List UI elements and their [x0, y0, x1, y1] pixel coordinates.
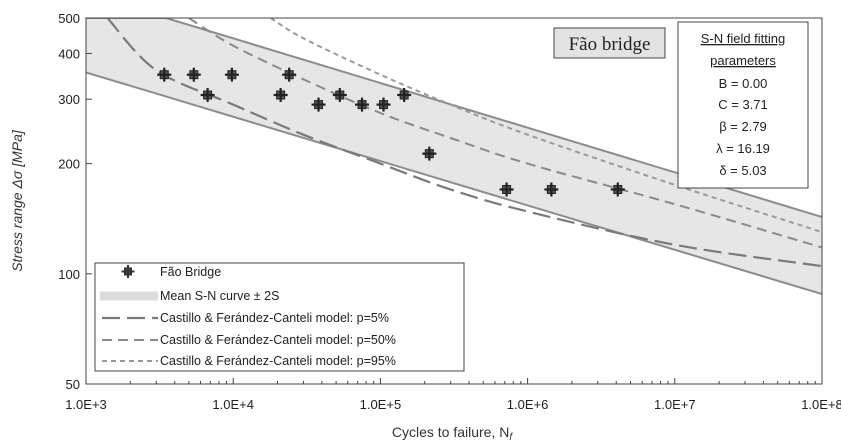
x-tick-label: 1.0E+8: [801, 397, 841, 412]
x-tick-label: 1.0E+4: [212, 397, 254, 412]
y-tick-label: 300: [58, 92, 80, 107]
legend-label-points: Fão Bridge: [160, 265, 221, 279]
param-b: B = 0.00: [719, 76, 768, 91]
param-beta: β = 2.79: [719, 119, 767, 134]
legend-item-p95: Castillo & Ferández-Canteli model: p=95%: [102, 354, 396, 368]
y-tick-label: 500: [58, 11, 80, 26]
x-tick-label: 1.0E+5: [360, 397, 402, 412]
data-point: [200, 88, 215, 103]
param-c: C = 3.71: [718, 97, 768, 112]
legend-point-marker: [121, 265, 135, 278]
data-point: [610, 182, 625, 197]
data-point: [224, 67, 239, 82]
y-tick-label: 50: [66, 377, 80, 392]
data-point: [332, 88, 347, 103]
line-p5: [106, 18, 822, 268]
plot-area: [86, 18, 822, 296]
line-p50: [188, 18, 822, 249]
data-point: [157, 67, 172, 82]
data-point: [273, 88, 288, 103]
data-point: [376, 97, 391, 112]
axis-ticks: 1.0E+3 1.0E+4 1.0E+5 1.0E+6 1.0E+7 1.0E+8 50 10…: [58, 11, 841, 412]
x-tick-label: 1.0E+6: [507, 397, 549, 412]
x-tick-label: 1.0E+7: [654, 397, 696, 412]
legend-item-band: Mean S-N curve ± 2S: [100, 289, 279, 303]
band-lower-line: [86, 71, 822, 296]
params-title-2: parameters: [710, 53, 776, 68]
bridge-label-box: Fão bridge: [553, 27, 666, 59]
x-tick-label: 1.0E+3: [65, 397, 107, 412]
data-point: [282, 67, 297, 82]
legend-label-p95: Castillo & Ferández-Canteli model: p=95%: [160, 354, 396, 368]
data-point: [499, 182, 514, 197]
data-point: [355, 97, 370, 112]
data-point: [186, 67, 201, 82]
legend-label-band: Mean S-N curve ± 2S: [160, 289, 279, 303]
y-tick-label: 400: [58, 46, 80, 61]
parameters-box: S-N field fitting parameters B = 0.00 C …: [677, 21, 809, 189]
param-delta: δ = 5.03: [719, 163, 766, 178]
legend-label-p5: Castillo & Ferández-Canteli model: p=5%: [160, 311, 389, 325]
params-title-1: S-N field fitting: [701, 31, 786, 46]
plot-frame: [85, 17, 823, 385]
line-p95: [270, 18, 822, 234]
band-upper-line: [86, 18, 822, 218]
band-fill: [86, 18, 822, 295]
bridge-label: Fão bridge: [569, 34, 651, 55]
data-point: [311, 97, 326, 112]
legend-item-p5: Castillo & Ferández-Canteli model: p=5%: [102, 311, 389, 325]
data-points: [157, 67, 625, 197]
legend: Fão Bridge Mean S-N curve ± 2S Castillo …: [94, 262, 465, 372]
legend-item-p50: Castillo & Ferández-Canteli model: p=50%: [102, 333, 396, 347]
y-tick-label: 200: [58, 157, 80, 172]
y-axis-title: Stress range Δσ [MPa]: [9, 129, 25, 272]
data-point: [544, 182, 559, 197]
data-point: [397, 88, 412, 103]
data-point: [422, 146, 437, 161]
legend-label-p50: Castillo & Ferández-Canteli model: p=50%: [160, 333, 396, 347]
param-lambda: λ = 16.19: [716, 141, 770, 156]
x-axis-title: Cycles to failure, Nf: [392, 424, 513, 443]
y-tick-label: 100: [58, 267, 80, 282]
legend-item-points: Fão Bridge: [121, 265, 221, 279]
